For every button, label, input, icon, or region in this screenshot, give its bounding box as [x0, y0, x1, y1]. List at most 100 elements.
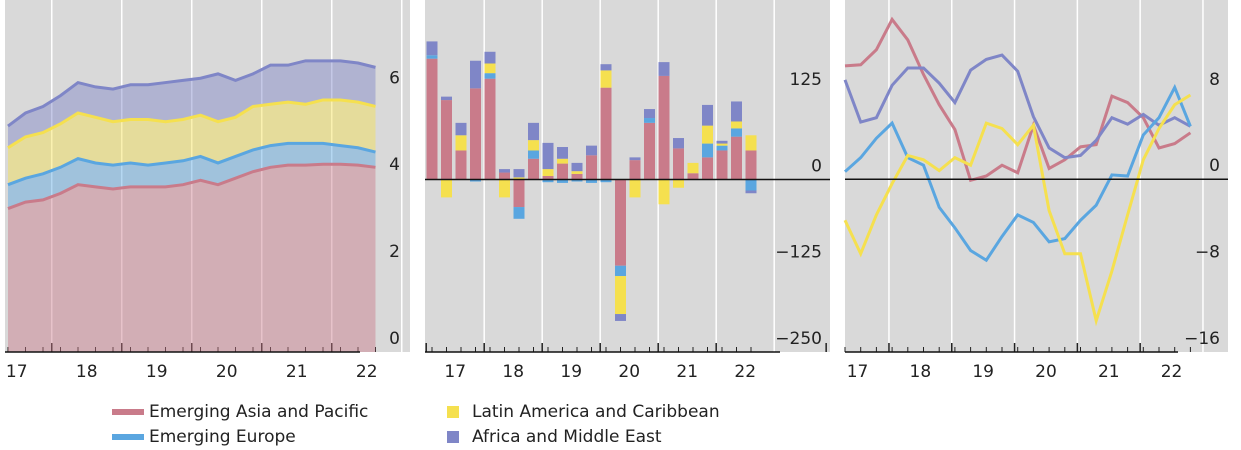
- bar: [687, 173, 699, 180]
- bar: [513, 177, 525, 180]
- bar: [513, 207, 525, 219]
- bar: [745, 190, 757, 194]
- x-tick-label: 17: [444, 362, 466, 382]
- x-tick-label: 20: [618, 362, 640, 382]
- x-tick-label: 19: [146, 362, 168, 382]
- bar: [528, 122, 539, 141]
- bar: [615, 179, 626, 266]
- bar: [528, 150, 539, 159]
- bar: [542, 169, 554, 176]
- bar: [600, 64, 612, 71]
- bar: [673, 148, 684, 180]
- bar: [528, 158, 539, 180]
- bar: [571, 162, 583, 172]
- bar: [557, 163, 568, 180]
- x-tick-label: 21: [1098, 362, 1120, 382]
- bar: [702, 125, 713, 144]
- area-fill: [8, 99, 376, 185]
- bar: [644, 118, 655, 123]
- x-tick-label: 22: [1161, 362, 1183, 382]
- y-tick-label: 4: [389, 155, 400, 175]
- x-tick-label: 20: [1035, 362, 1057, 382]
- bar: [658, 62, 670, 76]
- bar: [644, 109, 655, 119]
- bar: [426, 58, 438, 180]
- legend-swatch: [112, 434, 144, 440]
- bar: [426, 55, 438, 59]
- area-line: [7, 59, 376, 128]
- bar: [658, 179, 670, 205]
- y-tick-label: 0: [1209, 156, 1220, 176]
- bar: [731, 121, 742, 129]
- bar: [615, 276, 626, 315]
- bar: [716, 140, 728, 144]
- bar: [426, 41, 438, 56]
- legend-swatch: [447, 431, 459, 443]
- bar: [731, 136, 742, 180]
- bar: [600, 87, 612, 180]
- bar: [586, 155, 597, 180]
- bar: [702, 157, 713, 180]
- bar: [499, 172, 510, 180]
- y-tick-label: −125: [775, 243, 822, 263]
- bar: [687, 162, 699, 174]
- y-tick-label: 6: [389, 68, 400, 88]
- bar: [600, 179, 612, 183]
- area-fill: [8, 143, 376, 209]
- bar: [557, 158, 568, 164]
- x-tick-label: 21: [676, 362, 698, 382]
- bar: [673, 138, 684, 149]
- legend-label: Africa and Middle East: [472, 427, 662, 447]
- bar: [673, 179, 684, 188]
- bar: [615, 265, 626, 277]
- x-tick-label: 18: [76, 362, 98, 382]
- bar: [499, 179, 510, 198]
- area-fill: [8, 60, 376, 148]
- area-fill: [8, 164, 376, 352]
- bar: [629, 157, 641, 161]
- bar: [644, 122, 655, 180]
- bar: [455, 122, 467, 136]
- bar: [441, 96, 452, 101]
- legend-label: Emerging Asia and Pacific: [149, 402, 368, 422]
- bar: [745, 135, 757, 151]
- y-tick-label: 0: [389, 329, 400, 349]
- bar: [731, 101, 742, 122]
- line: [843, 93, 1192, 327]
- bar: [702, 104, 713, 126]
- plot-background: [5, 0, 410, 352]
- bar: [542, 142, 554, 170]
- x-tick-label: 18: [502, 362, 524, 382]
- bar: [571, 171, 583, 174]
- bar: [528, 140, 539, 151]
- bar: [455, 135, 467, 151]
- bar: [716, 145, 728, 151]
- bar: [586, 145, 597, 156]
- x-tick-label: 20: [216, 362, 238, 382]
- x-tick-label: 19: [560, 362, 582, 382]
- bar: [629, 160, 641, 180]
- bar: [484, 63, 496, 74]
- y-tick-label: 0: [811, 156, 822, 176]
- line: [844, 16, 1192, 183]
- bar: [513, 179, 525, 208]
- bar: [557, 179, 568, 183]
- bar: [484, 73, 496, 79]
- bar: [557, 147, 568, 159]
- plot-background: [845, 0, 1228, 352]
- line: [844, 83, 1192, 263]
- bar: [542, 179, 554, 183]
- x-tick-label: 18: [910, 362, 932, 382]
- bar: [615, 314, 626, 321]
- bar: [455, 150, 467, 180]
- bar: [484, 51, 496, 64]
- bar: [586, 179, 597, 183]
- x-tick-label: 21: [286, 362, 308, 382]
- legend-label: Emerging Europe: [149, 427, 296, 447]
- bar: [441, 179, 452, 198]
- y-tick-label: −250: [775, 329, 822, 349]
- bar: [513, 169, 525, 178]
- bar: [484, 78, 496, 180]
- line: [843, 53, 1192, 160]
